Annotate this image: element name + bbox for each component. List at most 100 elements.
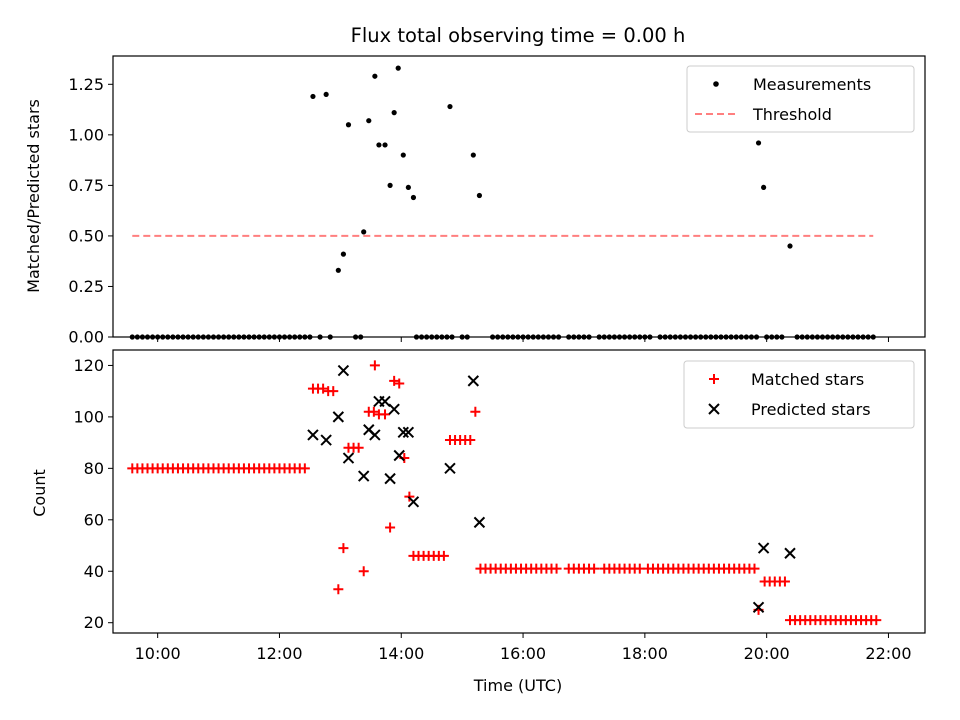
top-y-tick-label: 0.25 bbox=[68, 277, 104, 296]
measurements-point bbox=[391, 110, 397, 116]
matched-stars-point bbox=[389, 375, 400, 386]
measurements-point bbox=[387, 182, 393, 188]
measurements-point bbox=[340, 251, 347, 257]
measurements-point bbox=[376, 142, 382, 148]
predicted-stars-point bbox=[379, 395, 391, 408]
top-legend: Measurements Threshold bbox=[686, 65, 915, 133]
predicted-stars-point bbox=[357, 470, 370, 482]
bottom-x-tick-label: 10:00 bbox=[135, 644, 181, 663]
legend-matched-label: Matched stars bbox=[751, 370, 864, 389]
top-axes: 0.00 0.25 0.50 0.75 1.00 1.25 bbox=[68, 55, 926, 347]
matched-stars-point bbox=[368, 406, 379, 417]
measurements-point bbox=[361, 229, 367, 235]
matched-stars-point bbox=[353, 442, 364, 453]
bottom-x-tick-label: 12:00 bbox=[256, 644, 302, 663]
predicted-stars-point bbox=[388, 403, 400, 415]
bottom-y-tick-label: 100 bbox=[73, 407, 104, 426]
matched-stars-point bbox=[333, 584, 344, 595]
matched-stars-point bbox=[358, 566, 369, 577]
measurements-point bbox=[787, 243, 793, 249]
bottom-axes-frame bbox=[112, 349, 926, 634]
bottom-y-tick-label: 80 bbox=[84, 459, 104, 478]
measurements-point bbox=[395, 65, 401, 71]
bottom-panel: Count Time (UTC) 20 40 60 80 100 120 10:00 12:0… bbox=[30, 349, 926, 695]
predicted-stars-point bbox=[752, 601, 765, 613]
matched-stars-point bbox=[369, 360, 380, 371]
chart-title: Flux total observing time = 0.00 h bbox=[351, 24, 686, 47]
matched-stars-point bbox=[380, 409, 391, 420]
measurements-point bbox=[323, 91, 329, 98]
matched-stars-point bbox=[318, 383, 329, 394]
matched-stars-point bbox=[871, 615, 882, 626]
bottom-x-tick-label: 20:00 bbox=[744, 644, 790, 663]
measurements-point bbox=[310, 93, 316, 100]
bottom-y-tick-label: 40 bbox=[84, 562, 104, 581]
measurements-point bbox=[447, 103, 453, 110]
bottom-y-tick-label: 60 bbox=[84, 510, 104, 529]
matched-stars-point bbox=[438, 550, 449, 561]
matched-stars-point bbox=[299, 463, 310, 474]
measurements-point bbox=[410, 194, 417, 201]
matched-stars-point bbox=[589, 563, 600, 574]
matched-stars-point bbox=[394, 378, 405, 389]
matched-stars-point bbox=[465, 435, 476, 446]
legend-predicted-marker bbox=[708, 403, 720, 415]
predicted-stars-point bbox=[757, 542, 770, 554]
top-legend-frame bbox=[686, 65, 915, 133]
predicted-stars-point bbox=[397, 426, 409, 439]
measurements-point bbox=[372, 73, 378, 79]
bottom-x-tick-label: 18:00 bbox=[622, 644, 668, 663]
top-y-tick-label: 0.00 bbox=[68, 328, 104, 347]
measurements-point bbox=[761, 184, 767, 191]
top-axes-frame bbox=[112, 55, 926, 338]
legend-matched-marker bbox=[709, 374, 719, 384]
bottom-y-axis-label: Count bbox=[30, 469, 49, 517]
predicted-stars-point bbox=[473, 516, 486, 529]
predicted-stars-point bbox=[332, 411, 345, 423]
legend-measurements-marker bbox=[713, 81, 719, 87]
measurements-point bbox=[755, 140, 762, 146]
matched-stars-point bbox=[551, 563, 562, 574]
measurements-point bbox=[366, 118, 372, 124]
top-y-tick-label: 0.50 bbox=[68, 226, 104, 245]
predicted-stars-point bbox=[393, 449, 405, 462]
measurements-point bbox=[470, 152, 476, 158]
matched-stars-point bbox=[385, 522, 396, 533]
legend-predicted-label: Predicted stars bbox=[751, 400, 871, 419]
bottom-legend-frame bbox=[683, 360, 915, 429]
measurements-point bbox=[405, 184, 411, 191]
predicted-stars-point bbox=[342, 452, 355, 464]
bottom-x-tick-label: 14:00 bbox=[378, 644, 424, 663]
top-y-axis-label: Matched/Predicted stars bbox=[24, 99, 43, 293]
top-y-tick-label: 1.00 bbox=[68, 125, 104, 144]
bottom-y-tick-label: 20 bbox=[84, 613, 104, 632]
bottom-y-tick-label: 120 bbox=[73, 356, 104, 375]
measurements-point bbox=[335, 267, 341, 273]
matched-stars-point bbox=[749, 563, 760, 574]
predicted-stars-point bbox=[320, 434, 332, 446]
legend-threshold-label: Threshold bbox=[752, 105, 832, 124]
predicted-stars-point bbox=[337, 364, 350, 377]
predicted-stars-point bbox=[307, 429, 319, 441]
bottom-axes: 20 40 60 80 100 120 10:00 12:00 14:00 16:00 18:00 2… bbox=[73, 349, 926, 663]
predicted-stars-point bbox=[402, 426, 415, 439]
bottom-legend: Matched stars Predicted stars bbox=[683, 360, 915, 429]
predicted-stars-point bbox=[407, 496, 420, 508]
predicted-stars-point bbox=[444, 462, 456, 475]
predicted-stars-point bbox=[784, 547, 796, 559]
predicted-stars-point bbox=[384, 472, 396, 485]
legend-measurements-label: Measurements bbox=[753, 75, 871, 94]
measurements-point bbox=[400, 152, 406, 158]
bottom-series-group bbox=[127, 360, 882, 626]
matched-stars-point bbox=[338, 543, 349, 554]
measurements-point bbox=[476, 192, 483, 199]
matched-stars-point bbox=[470, 406, 481, 417]
predicted-stars-point bbox=[467, 375, 480, 387]
predicted-stars-point bbox=[369, 429, 381, 441]
measurements-point bbox=[382, 142, 388, 148]
measurements-point bbox=[345, 122, 352, 128]
bottom-x-tick-label: 22:00 bbox=[865, 644, 911, 663]
matched-stars-point bbox=[328, 386, 339, 397]
top-panel: Flux total observing time = 0.00 h Match… bbox=[24, 24, 926, 347]
